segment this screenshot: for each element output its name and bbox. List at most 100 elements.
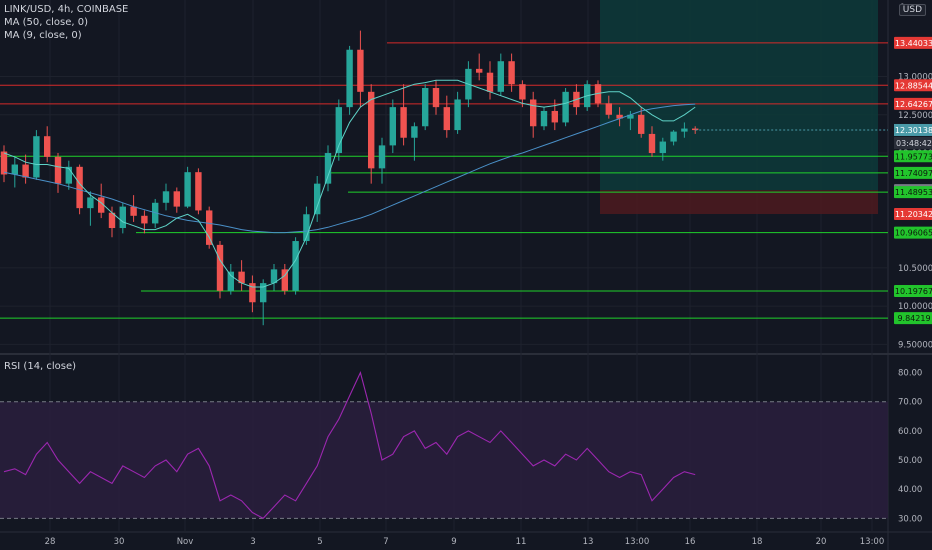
candle-body xyxy=(162,191,170,203)
candle-body xyxy=(108,212,116,229)
candle-body xyxy=(368,91,375,169)
rsi-band xyxy=(0,401,888,519)
x-tick-label: 18 xyxy=(752,537,763,547)
candle-body xyxy=(497,61,504,92)
ma9-legend: MA (9, close, 0) xyxy=(4,30,82,41)
x-tick-label: 11 xyxy=(516,537,527,547)
price-level-tag-label: 12.64267 xyxy=(895,100,932,109)
candle-body xyxy=(11,164,18,175)
candle-body xyxy=(206,210,213,245)
price-level-tag xyxy=(894,150,932,163)
candle-body xyxy=(303,214,310,242)
price-level-tag-label: 10.19767 xyxy=(895,287,932,296)
x-tick-label: 30 xyxy=(114,537,125,547)
candle-body xyxy=(378,145,386,169)
candle-body xyxy=(454,99,461,131)
candle-body xyxy=(540,110,548,127)
candle-body xyxy=(508,61,515,85)
candle-body xyxy=(270,269,278,284)
candle-body xyxy=(292,241,299,291)
price-level-tag-label: 13.44033 xyxy=(895,39,932,48)
candle-body xyxy=(659,141,666,154)
candle-body xyxy=(65,166,72,184)
price-level-tag-label: 11.48953 xyxy=(895,188,932,197)
countdown-tag xyxy=(894,136,932,149)
candle-body xyxy=(638,114,645,134)
candle-body xyxy=(130,206,137,216)
candle-body xyxy=(98,197,105,213)
countdown-label: 03:48:42 xyxy=(896,139,932,148)
candle-body xyxy=(173,191,180,207)
candle-body xyxy=(227,271,234,291)
stop-zone xyxy=(600,190,878,214)
candle-body xyxy=(432,88,440,108)
x-tick-label: 16 xyxy=(685,537,696,547)
candle-body xyxy=(335,107,342,154)
candle-body xyxy=(411,126,418,138)
candle-body xyxy=(681,128,688,132)
candle-body xyxy=(324,153,332,184)
candle-body xyxy=(0,151,8,175)
candle-body xyxy=(692,128,699,131)
candle-body xyxy=(141,215,148,224)
candle-body xyxy=(119,206,126,229)
y-tick-label: 12.50000 xyxy=(898,111,932,121)
price-level-tag xyxy=(894,186,932,199)
price-level-tag xyxy=(894,79,932,92)
rsi-tick-label: 50.00 xyxy=(898,456,922,466)
candle-body xyxy=(562,91,569,123)
candle-body xyxy=(195,172,202,211)
x-tick-label: 13:00 xyxy=(625,537,650,547)
ma9-line xyxy=(3,79,696,288)
candle-body xyxy=(238,271,245,284)
y-tick-label: 10.00000 xyxy=(898,302,932,312)
candle-body xyxy=(476,68,483,73)
candle-body xyxy=(605,103,612,115)
candle-body xyxy=(260,283,267,303)
price-level-tag xyxy=(894,312,932,325)
candle-body xyxy=(76,166,83,209)
price-level-tag-label: 11.95773 xyxy=(895,152,932,161)
x-tick-label: Nov xyxy=(177,537,194,547)
candle-body xyxy=(357,49,364,92)
candle-body xyxy=(22,164,29,178)
rsi-tick-label: 60.00 xyxy=(898,427,922,437)
price-level-tag-label: 12.88544 xyxy=(895,81,932,90)
y-tick-label: 9.50000 xyxy=(898,340,932,350)
candle-body xyxy=(54,156,62,184)
candle-body xyxy=(486,72,494,92)
price-level-tag-label: 9.84219 xyxy=(897,314,930,323)
candle-body xyxy=(627,114,634,119)
currency-button[interactable]: USD xyxy=(898,4,926,16)
candle-body xyxy=(314,183,321,215)
x-tick-label: 5 xyxy=(317,537,322,547)
rsi-tick-label: 30.00 xyxy=(898,514,922,524)
price-level-tag xyxy=(894,97,932,110)
candle-body xyxy=(346,49,353,108)
symbol-legend: LINK/USD, 4h, COINBASE xyxy=(4,4,129,15)
x-tick-label: 3 xyxy=(250,537,255,547)
price-level-tag-label: 10.96065 xyxy=(895,229,932,238)
x-tick-label: 20 xyxy=(816,537,827,547)
candle-body xyxy=(648,133,656,154)
x-tick-label: 9 xyxy=(451,537,456,547)
candle-body xyxy=(389,107,396,146)
current-price-tag xyxy=(894,123,932,136)
candle-body xyxy=(216,244,224,291)
x-tick-label: 13:00 xyxy=(860,537,885,547)
rsi-tick-label: 80.00 xyxy=(898,369,922,379)
candle-body xyxy=(551,110,558,123)
current-price-label: 12.30138 xyxy=(895,126,932,135)
price-level-tag xyxy=(894,284,932,297)
candle-body xyxy=(184,172,191,207)
candle-body xyxy=(616,114,623,119)
y-tick-label: 13.00000 xyxy=(898,73,932,83)
candle-body xyxy=(443,107,450,131)
price-level-tag xyxy=(894,207,932,220)
ma50-line xyxy=(3,103,696,234)
target-zone xyxy=(600,0,878,191)
price-level-tag xyxy=(894,36,932,49)
candle-body xyxy=(400,107,407,138)
y-tick-label: 10.50000 xyxy=(898,264,932,274)
